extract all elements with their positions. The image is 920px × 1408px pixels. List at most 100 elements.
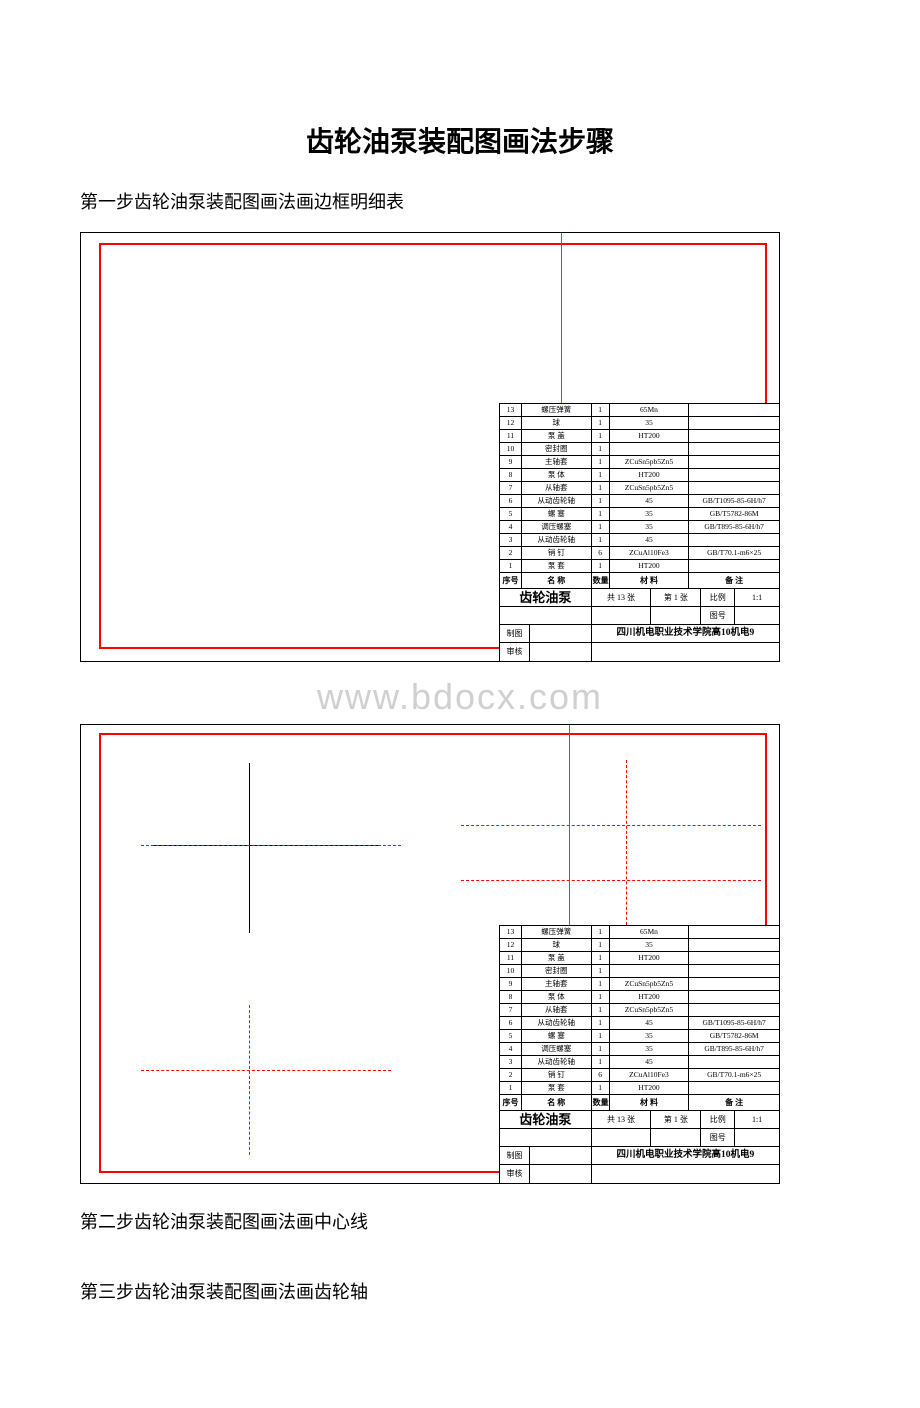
part-remark: GB/T70.1-m6×25 (689, 1069, 779, 1081)
part-material: HT200 (610, 1082, 690, 1094)
part-qty: 1 (592, 443, 610, 455)
part-name: 从动齿轮轴 (522, 534, 592, 546)
sheet-no: 第 1 张 (651, 1111, 701, 1128)
part-index: 7 (500, 482, 522, 494)
part-remark (689, 965, 779, 977)
school-name: 四川机电职业技术学院高10机电9 (592, 1147, 779, 1164)
page-title: 齿轮油泵装配图画法步骤 (80, 120, 840, 160)
part-qty: 1 (592, 534, 610, 546)
part-material: 45 (610, 534, 690, 546)
empty-cell (592, 1165, 779, 1183)
part-qty: 1 (592, 1017, 610, 1029)
part-remark (689, 952, 779, 964)
part-remark: GB/T70.1-m6×25 (689, 547, 779, 559)
part-index: 12 (500, 417, 522, 429)
step2-heading: 第二步齿轮油泵装配图画法画中心线 (80, 1208, 840, 1234)
part-name: 从轴套 (522, 1004, 592, 1016)
part-index: 8 (500, 469, 522, 481)
title-block: 13螺压弹簧165Mn12球13511泵 盖1HT20010密封圈19主轴套1Z… (499, 403, 779, 661)
figure-2: 13螺压弹簧165Mn12球13511泵 盖1HT20010密封圈19主轴套1Z… (80, 724, 780, 1184)
part-name: 密封圈 (522, 443, 592, 455)
part-index: 4 (500, 521, 522, 533)
part-remark: GB/T1095-85-6H/h7 (689, 495, 779, 507)
magenta-guide-line (561, 233, 562, 423)
parts-row: 9主轴套1ZCuSn5pb5Zn5 (500, 456, 779, 469)
part-material: HT200 (610, 430, 690, 442)
part-qty: 6 (592, 547, 610, 559)
part-remark: GB/T895-85-6H/h7 (689, 521, 779, 533)
parts-row: 13螺压弹簧165Mn (500, 926, 779, 939)
part-index: 2 (500, 547, 522, 559)
titleblock-row-3: 制图 四川机电职业技术学院高10机电9 (500, 1147, 779, 1165)
part-qty: 1 (592, 939, 610, 951)
parts-row: 8泵 体1HT200 (500, 469, 779, 482)
part-qty: 1 (592, 521, 610, 533)
part-material: 45 (610, 1056, 690, 1068)
titleblock-row-1: 齿轮油泵共 13 张第 1 张比例1:1 (500, 589, 779, 607)
part-name: 销 钉 (522, 547, 592, 559)
parts-row: 1泵 套1HT200 (500, 1082, 779, 1095)
drawno-value (735, 607, 779, 624)
part-remark (689, 482, 779, 494)
part-remark (689, 560, 779, 572)
hdr-material: 材 料 (610, 573, 690, 588)
parts-row: 4调压螺塞135GB/T895-85-6H/h7 (500, 521, 779, 534)
part-name: 泵 体 (522, 469, 592, 481)
part-material: 35 (610, 508, 690, 520)
part-name: 主轴套 (522, 456, 592, 468)
part-qty: 1 (592, 991, 610, 1003)
red-centerline-h (461, 825, 761, 826)
part-qty: 1 (592, 1056, 610, 1068)
part-index: 5 (500, 508, 522, 520)
part-index: 10 (500, 965, 522, 977)
check-label: 审核 (500, 1165, 530, 1183)
part-name: 从动齿轮轴 (522, 1056, 592, 1068)
part-remark (689, 417, 779, 429)
part-name: 调压螺塞 (522, 521, 592, 533)
part-index: 6 (500, 1017, 522, 1029)
part-name: 销 钉 (522, 1069, 592, 1081)
empty-cell (592, 1129, 652, 1146)
part-remark: GB/T5782-86M (689, 1030, 779, 1042)
part-material: HT200 (610, 560, 690, 572)
part-index: 3 (500, 1056, 522, 1068)
part-name: 螺 塞 (522, 1030, 592, 1042)
part-remark (689, 926, 779, 938)
part-index: 9 (500, 978, 522, 990)
product-name: 齿轮油泵 (500, 1111, 592, 1128)
parts-row: 3从动齿轮轴145 (500, 1056, 779, 1069)
parts-row: 3从动齿轮轴145 (500, 534, 779, 547)
draw-label: 制图 (500, 1147, 530, 1164)
hdr-name: 名 称 (522, 1095, 592, 1110)
watermark-text: www.bdocx.com (80, 676, 840, 718)
part-index: 8 (500, 991, 522, 1003)
school-name: 四川机电职业技术学院高10机电9 (592, 625, 779, 642)
empty-cell (500, 607, 592, 624)
titleblock-row-1: 齿轮油泵共 13 张第 1 张比例1:1 (500, 1111, 779, 1129)
parts-row: 7从轴套1ZCuSn5pb5Zn5 (500, 1004, 779, 1017)
part-name: 调压螺塞 (522, 1043, 592, 1055)
part-material: 45 (610, 1017, 690, 1029)
part-material: 35 (610, 521, 690, 533)
hdr-index: 序号 (500, 573, 522, 588)
part-name: 球 (522, 417, 592, 429)
scale-value: 1:1 (735, 589, 779, 606)
black-centerline-v (249, 763, 250, 933)
empty-cell (592, 607, 652, 624)
hdr-remark: 备 注 (689, 1095, 779, 1110)
parts-row: 10密封圈1 (500, 443, 779, 456)
part-name: 泵 体 (522, 991, 592, 1003)
parts-row: 8泵 体1HT200 (500, 991, 779, 1004)
part-index: 3 (500, 534, 522, 546)
parts-row: 2销 钉6ZCuAl10Fe3GB/T70.1-m6×25 (500, 547, 779, 560)
part-material: ZCuSn5pb5Zn5 (610, 1004, 690, 1016)
title-block: 13螺压弹簧165Mn12球13511泵 盖1HT20010密封圈19主轴套1Z… (499, 925, 779, 1183)
draw-label: 制图 (500, 625, 530, 642)
part-material: 35 (610, 417, 690, 429)
parts-header-row: 序号名 称数量材 料备 注 (500, 573, 779, 589)
part-qty: 1 (592, 508, 610, 520)
check-label: 审核 (500, 643, 530, 661)
parts-row: 6从动齿轮轴145GB/T1095-85-6H/h7 (500, 495, 779, 508)
draw-value (530, 1147, 592, 1164)
part-remark: GB/T1095-85-6H/h7 (689, 1017, 779, 1029)
